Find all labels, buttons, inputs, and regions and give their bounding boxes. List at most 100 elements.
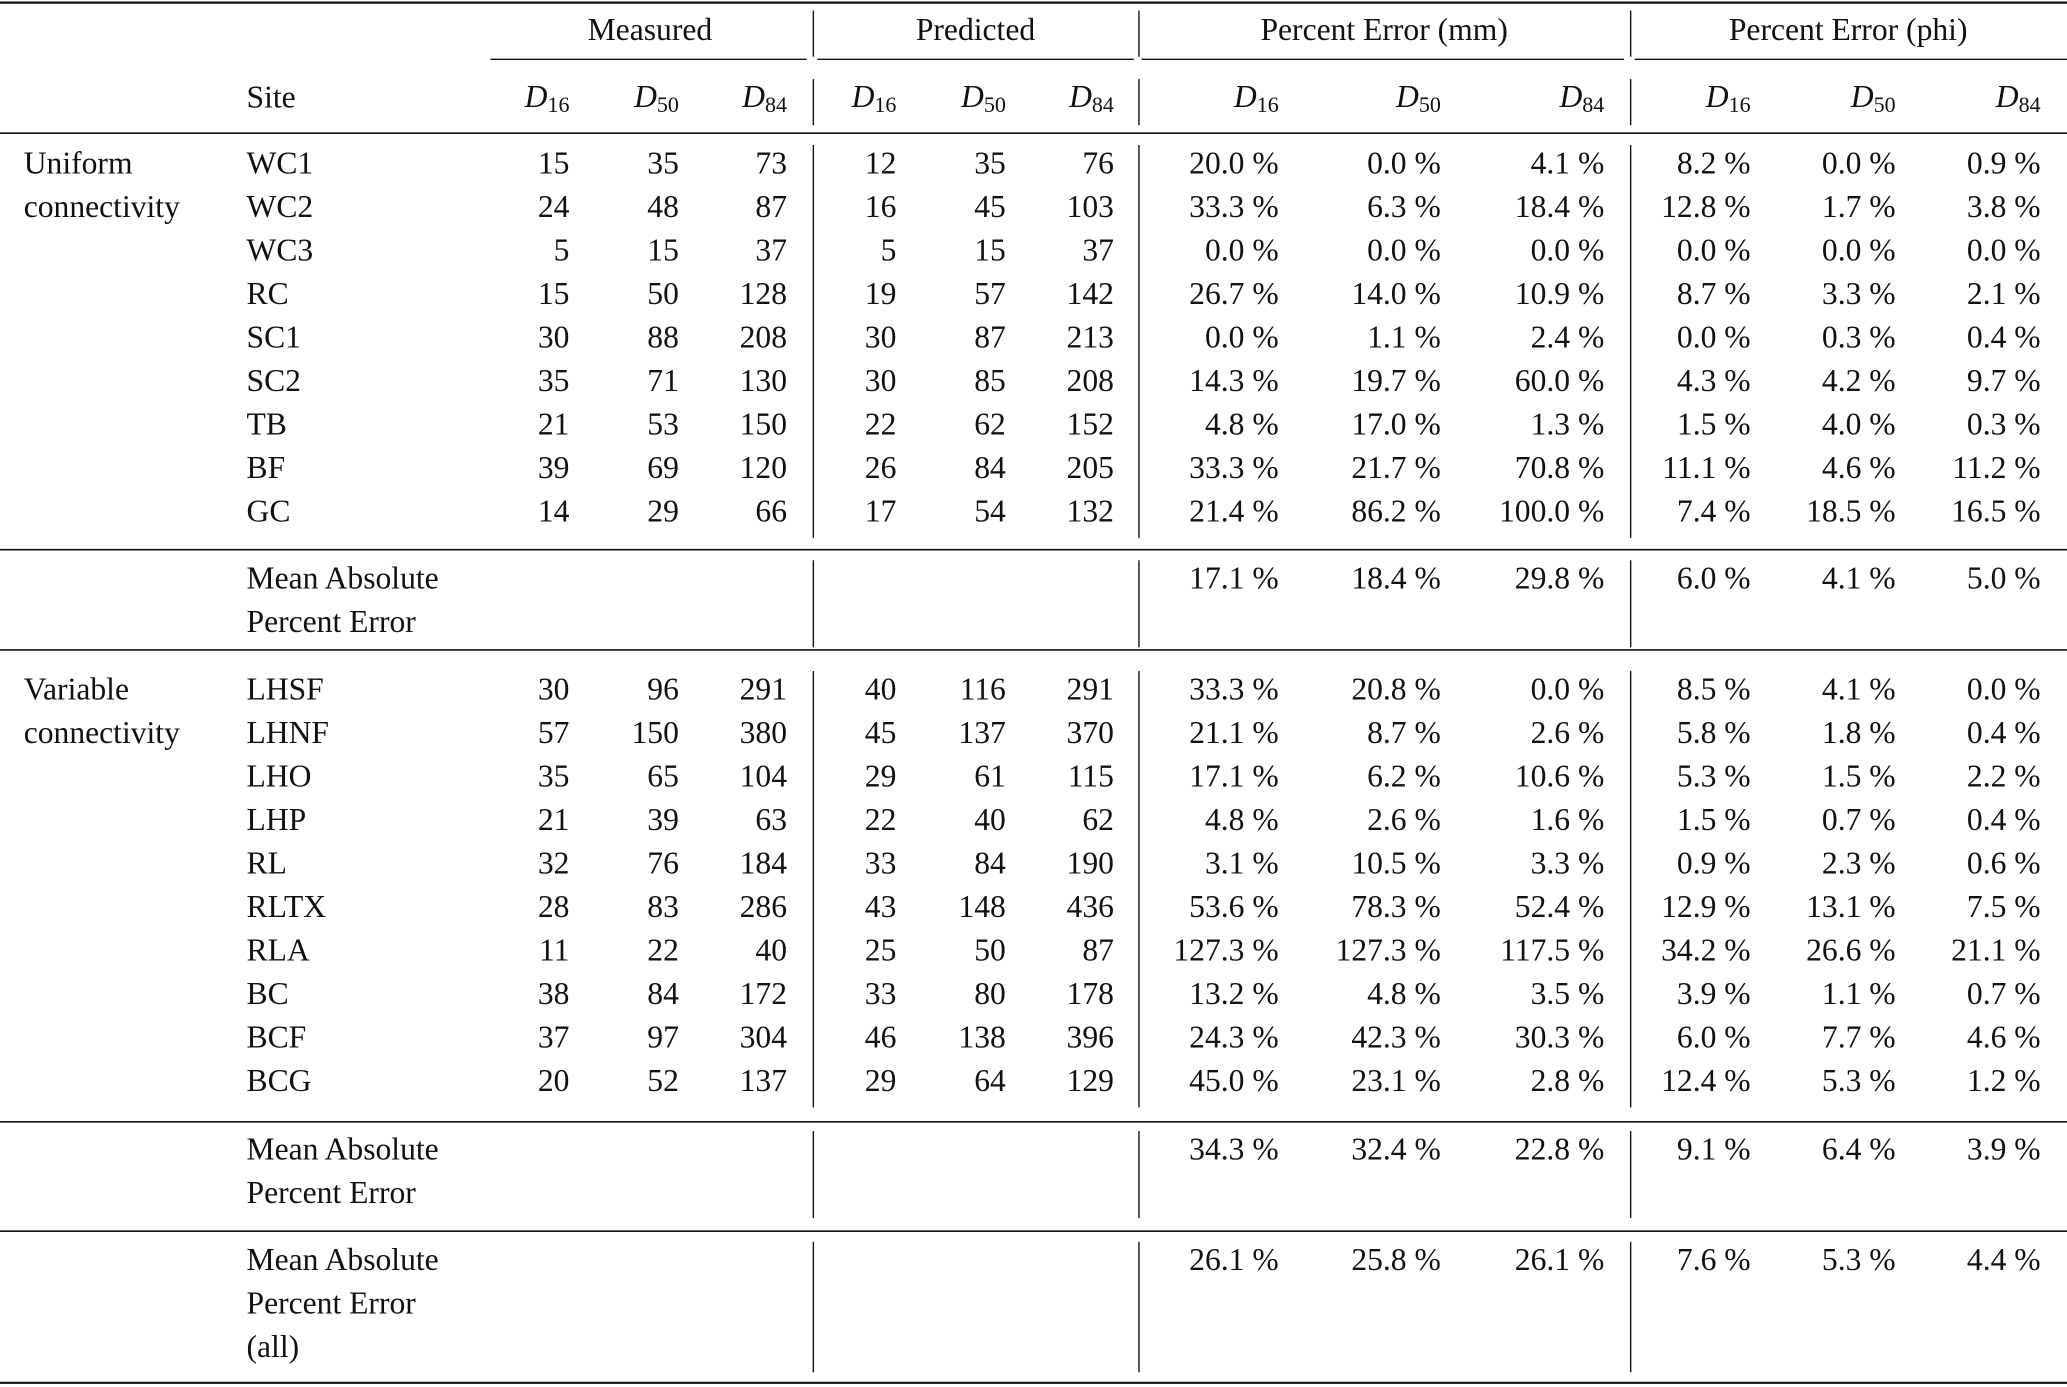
cell: 23.1 % (1351, 1063, 1441, 1098)
subscript: 84 (765, 92, 787, 117)
cell: 0.7 % (1822, 802, 1896, 837)
cell: 20.8 % (1351, 671, 1441, 706)
cell: 1.7 % (1822, 189, 1896, 224)
column-header: D84 (1068, 79, 1114, 117)
cell: 190 (1067, 845, 1114, 880)
cell: 40 (755, 932, 787, 967)
cell: 34.2 % (1661, 932, 1751, 967)
subscript: 16 (1729, 92, 1751, 117)
site-name: RL (247, 845, 287, 880)
cell: 63 (755, 802, 787, 837)
site-name: SC1 (247, 319, 301, 354)
cell: 21.1 % (1951, 932, 2041, 967)
cell: 116 (960, 671, 1006, 706)
cell: 0.7 % (1967, 976, 2041, 1011)
cell: 33 (865, 976, 897, 1011)
symbol: D (1850, 79, 1874, 114)
cell: 128 (740, 276, 787, 311)
cell: 396 (1067, 1019, 1114, 1054)
subscript: 84 (1092, 92, 1114, 117)
cell: 4.6 % (1967, 1019, 2041, 1054)
cell: 3.3 % (1822, 276, 1896, 311)
subscript: 50 (1874, 92, 1896, 117)
cell: 19 (865, 276, 897, 311)
cell: 100.0 % (1499, 493, 1604, 528)
cell: 0.4 % (1967, 802, 2041, 837)
cell: 132 (1067, 493, 1114, 528)
cell: 4.4 % (1967, 1242, 2041, 1277)
cell: 26.1 % (1515, 1242, 1605, 1277)
cell: 8.5 % (1677, 671, 1751, 706)
column-header: Site (247, 79, 296, 114)
cell: 19.7 % (1351, 363, 1441, 398)
site-name: BCG (247, 1063, 312, 1098)
cell: 137 (740, 1063, 787, 1098)
cell: 0.3 % (1967, 406, 2041, 441)
symbol: D (1558, 79, 1582, 114)
cell: 172 (740, 976, 787, 1011)
cell: 54 (974, 493, 1006, 528)
column-header: D50 (1850, 79, 1896, 117)
cell: 0.4 % (1967, 715, 2041, 750)
subscript: 50 (657, 92, 679, 117)
cell: 84 (974, 845, 1006, 880)
cell: 4.1 % (1822, 561, 1896, 596)
cell: 30.3 % (1515, 1019, 1605, 1054)
cell: 45 (865, 715, 897, 750)
cell: 129 (1067, 1063, 1114, 1098)
cell: 11.1 % (1662, 450, 1750, 485)
cell: 28 (538, 889, 570, 924)
cell: 117.5 % (1500, 932, 1604, 967)
cell: 7.4 % (1677, 493, 1751, 528)
cell: 42.3 % (1351, 1019, 1441, 1054)
cell: 40 (974, 802, 1006, 837)
cell: 3.5 % (1531, 976, 1605, 1011)
cell: 21 (538, 406, 570, 441)
row-label: Percent Error (247, 604, 417, 639)
cell: 8.7 % (1367, 715, 1441, 750)
cell: 86.2 % (1351, 493, 1441, 528)
cell: 127.3 % (1173, 932, 1278, 967)
cell: 11.2 % (1952, 450, 2040, 485)
cell: 0.0 % (1367, 145, 1441, 180)
cell: 33 (865, 845, 897, 880)
site-name: SC2 (247, 363, 301, 398)
symbol: D (1068, 79, 1092, 114)
cell: 6.3 % (1367, 189, 1441, 224)
cell: 78.3 % (1351, 889, 1441, 924)
site-name: LHSF (247, 671, 324, 706)
cell: 26.6 % (1806, 932, 1896, 967)
cell: 17.1 % (1189, 561, 1279, 596)
site-name: GC (247, 493, 291, 528)
cell: 9.1 % (1677, 1131, 1751, 1166)
cell: 2.2 % (1967, 758, 2041, 793)
row-label: Mean Absolute (247, 1131, 439, 1166)
column-header: D84 (1995, 79, 2041, 117)
cell: 130 (740, 363, 787, 398)
symbol: D (1395, 79, 1419, 114)
row-label: connectivity (24, 715, 180, 750)
site-name: LHNF (247, 715, 330, 750)
cell: 43 (865, 889, 897, 924)
cell: 2.3 % (1822, 845, 1896, 880)
cell: 45 (974, 189, 1006, 224)
cell: 16.5 % (1951, 493, 2041, 528)
subscript: 84 (2019, 92, 2041, 117)
cell: 30 (865, 319, 897, 354)
cell: 5.3 % (1822, 1242, 1896, 1277)
cell: 33.3 % (1189, 450, 1279, 485)
row-label: (all) (247, 1329, 300, 1364)
symbol: D (741, 79, 765, 114)
cell: 25 (865, 932, 897, 967)
cell: 12.4 % (1661, 1063, 1751, 1098)
cell: 8.2 % (1677, 145, 1751, 180)
cell: 5.3 % (1677, 758, 1751, 793)
cell: 4.1 % (1822, 671, 1896, 706)
cell: 12.9 % (1661, 889, 1751, 924)
cell: 0.0 % (1205, 232, 1279, 267)
cell: 0.0 % (1367, 232, 1441, 267)
cell: 24.3 % (1189, 1019, 1279, 1054)
cell: 184 (740, 845, 788, 880)
cell: 0.0 % (1205, 319, 1279, 354)
cell: 65 (647, 758, 679, 793)
